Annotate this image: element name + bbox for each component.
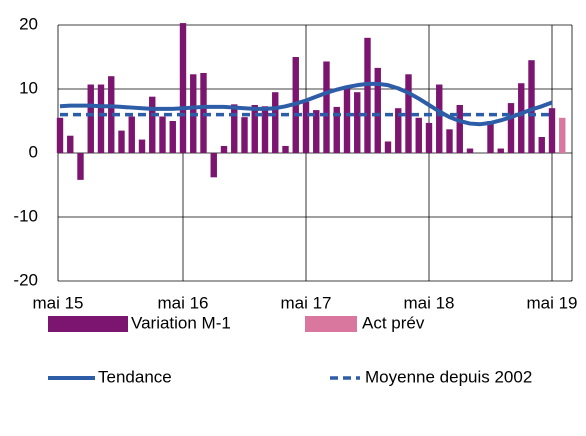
bar — [272, 92, 279, 153]
bar — [323, 61, 330, 154]
bar — [374, 67, 381, 153]
bar — [231, 104, 238, 153]
bar — [528, 60, 535, 154]
bar — [466, 148, 474, 153]
x-tick-label: mai 16 — [157, 293, 208, 312]
y-tick-label: 10 — [19, 78, 38, 97]
bar — [487, 121, 494, 153]
bar — [159, 116, 166, 153]
bar — [313, 110, 320, 153]
bar — [497, 148, 504, 153]
bar — [354, 92, 361, 153]
bar — [261, 106, 269, 153]
bar — [128, 116, 135, 153]
y-tick-label: 0 — [29, 142, 38, 161]
bar — [56, 117, 64, 153]
bar — [97, 84, 105, 153]
bar — [169, 121, 176, 153]
bar — [405, 74, 412, 153]
bar — [220, 145, 228, 153]
bar — [548, 108, 556, 153]
bar — [108, 76, 115, 153]
bar — [179, 23, 187, 153]
y-tick-label: -20 — [13, 270, 38, 289]
x-tick-label: mai 17 — [280, 293, 331, 312]
bar — [364, 37, 371, 153]
legend-label: Variation M-1 — [131, 313, 231, 332]
bar — [436, 84, 443, 153]
bar — [210, 153, 217, 178]
bar — [559, 117, 566, 153]
bar — [395, 108, 402, 153]
bar — [425, 122, 433, 153]
bar — [456, 105, 463, 153]
y-tick-label: -10 — [13, 206, 38, 225]
bar — [77, 153, 84, 180]
bar — [302, 101, 310, 153]
bar — [138, 139, 146, 153]
bar — [118, 130, 125, 153]
bar — [518, 83, 525, 153]
legend-label: Tendance — [98, 367, 172, 386]
legend-swatch — [48, 316, 128, 332]
bar — [538, 137, 545, 153]
bar — [446, 129, 453, 153]
legend-swatch — [305, 316, 357, 332]
bar — [343, 87, 351, 153]
bar — [87, 84, 94, 153]
bar — [415, 117, 422, 153]
bar — [67, 135, 74, 153]
legend-label: Act prév — [362, 313, 425, 332]
trend-line — [59, 81, 553, 127]
bar — [241, 117, 248, 153]
bar — [333, 106, 340, 153]
bar — [251, 105, 258, 153]
x-tick-label: mai 18 — [403, 293, 454, 312]
bar — [282, 145, 289, 153]
legend-label: Moyenne depuis 2002 — [365, 367, 532, 386]
bar — [384, 141, 392, 153]
bar — [149, 96, 156, 153]
x-tick-label: mai 15 — [32, 293, 83, 312]
bar — [507, 103, 515, 153]
x-tick-label: mai 19 — [526, 293, 577, 312]
y-tick-label: 20 — [19, 14, 38, 33]
